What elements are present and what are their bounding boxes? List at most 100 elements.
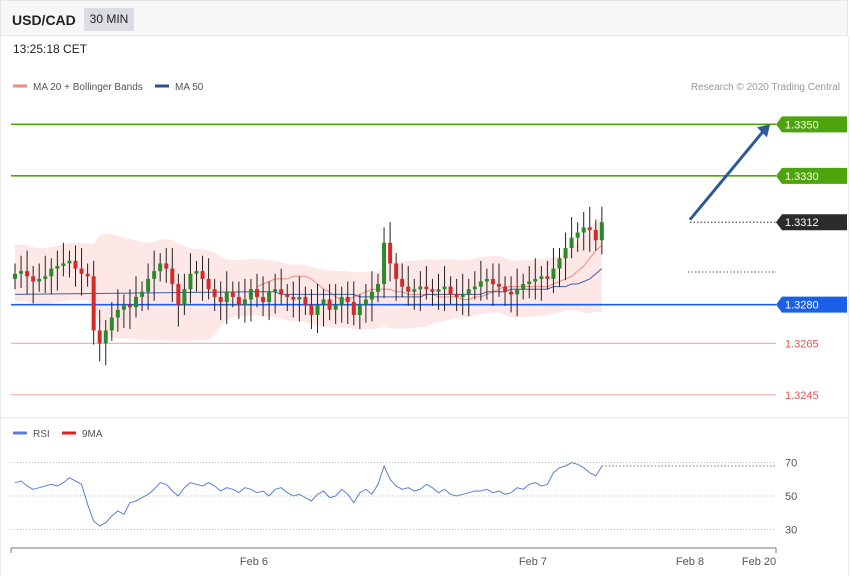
candle-down [230, 291, 235, 297]
timeframe-button[interactable]: 30 MIN [84, 8, 134, 31]
candle-up [13, 273, 17, 279]
candle-down [430, 289, 435, 292]
x-axis: Feb 6 Feb 7 Feb 8 Feb 20 [10, 547, 777, 568]
candle-up [357, 304, 362, 315]
candle-down [303, 296, 308, 305]
ma50-line [257, 268, 603, 298]
rsi-legend-swatch [13, 431, 27, 435]
candle-down [351, 302, 356, 315]
price-label: 1.3280 [785, 300, 819, 312]
candle-down [206, 278, 211, 290]
candle-up [472, 286, 477, 290]
candle-up [134, 296, 138, 308]
candle-down [424, 286, 429, 290]
candle-down [25, 271, 30, 277]
candle-up [43, 276, 48, 279]
candle-up [321, 299, 326, 305]
candle-up [369, 291, 374, 300]
symbol-label: USD/CAD [12, 12, 76, 28]
candle-down [255, 289, 259, 297]
candle-up [339, 296, 344, 305]
candle-up [121, 304, 126, 310]
candle-up [333, 304, 338, 310]
candle-up [575, 232, 580, 238]
candle-up [273, 289, 278, 292]
bollinger-band-area [15, 216, 602, 342]
candle-down [127, 304, 132, 308]
candle-down [388, 242, 393, 264]
ma20-legend-swatch [13, 84, 27, 88]
candle-up [248, 289, 253, 300]
candle-down [509, 291, 514, 295]
candle-up [557, 258, 562, 269]
candle-up [363, 299, 368, 305]
candle-up [527, 281, 532, 285]
candle-up [418, 286, 423, 290]
candle-down [236, 296, 241, 305]
candle-up [224, 291, 229, 303]
candle-up [194, 271, 199, 274]
candle-down [79, 268, 84, 274]
candle-down [285, 294, 290, 297]
candle-down [309, 304, 314, 315]
candle-up [569, 237, 574, 248]
ma20-legend-label: MA 20 + Bollinger Bands [33, 82, 143, 93]
candle-down [497, 284, 501, 287]
price-label: 1.3265 [785, 338, 819, 350]
rsi-tick-label: 50 [785, 491, 797, 503]
candle-down [91, 276, 96, 331]
candle-up [242, 299, 247, 305]
candle-up [521, 284, 526, 290]
candlesticks [13, 206, 604, 366]
candle-up [67, 260, 72, 264]
candle-up [146, 278, 151, 292]
candle-down [394, 263, 399, 279]
candle-up [182, 289, 187, 305]
candle-down [164, 263, 169, 269]
candle-up [442, 286, 447, 290]
current-price-tag [776, 214, 847, 231]
candle-up [19, 271, 24, 274]
candle-down [73, 260, 78, 269]
candle-down [212, 289, 217, 297]
candle-up [49, 268, 54, 277]
credit-label: Research © 2020 Trading Central [691, 82, 840, 93]
resistance-price-tag [776, 116, 847, 133]
ma50-legend-swatch [155, 84, 169, 88]
candle-up [152, 271, 157, 279]
support-price-tag [776, 296, 847, 313]
rsi-ma-legend-swatch [62, 431, 76, 435]
candle-up [376, 284, 380, 292]
candle-up [466, 289, 471, 295]
x-tick-label: Feb 7 [519, 556, 547, 568]
candle-up [515, 289, 520, 295]
price-label: 1.3312 [785, 217, 819, 229]
candle-down [85, 273, 90, 277]
candle-up [563, 247, 568, 259]
target-arrow [688, 124, 770, 221]
price-label: 1.3245 [785, 390, 819, 402]
price-label: 1.3330 [785, 171, 819, 183]
candle-up [484, 278, 489, 282]
candle-down [31, 276, 36, 282]
x-tick-label: Feb 6 [240, 556, 268, 568]
candle-up [109, 317, 114, 331]
rsi-legend-label: RSI [33, 429, 50, 440]
candle-down [400, 278, 405, 287]
rsi-tick-label: 30 [785, 524, 797, 536]
candle-down [345, 296, 350, 303]
candle-up [382, 242, 387, 285]
timestamp: 13:25:18 CET [13, 42, 88, 56]
candle-up [188, 273, 193, 290]
candle-up [103, 330, 108, 344]
candle-down [545, 276, 550, 279]
x-tick-label: Feb 8 [676, 556, 704, 568]
candle-up [539, 276, 544, 279]
candle-up [37, 278, 42, 282]
candle-down [454, 294, 459, 297]
candle-up [412, 289, 417, 292]
candle-up [533, 278, 538, 282]
candle-down [291, 296, 296, 300]
candle-up [267, 291, 272, 303]
